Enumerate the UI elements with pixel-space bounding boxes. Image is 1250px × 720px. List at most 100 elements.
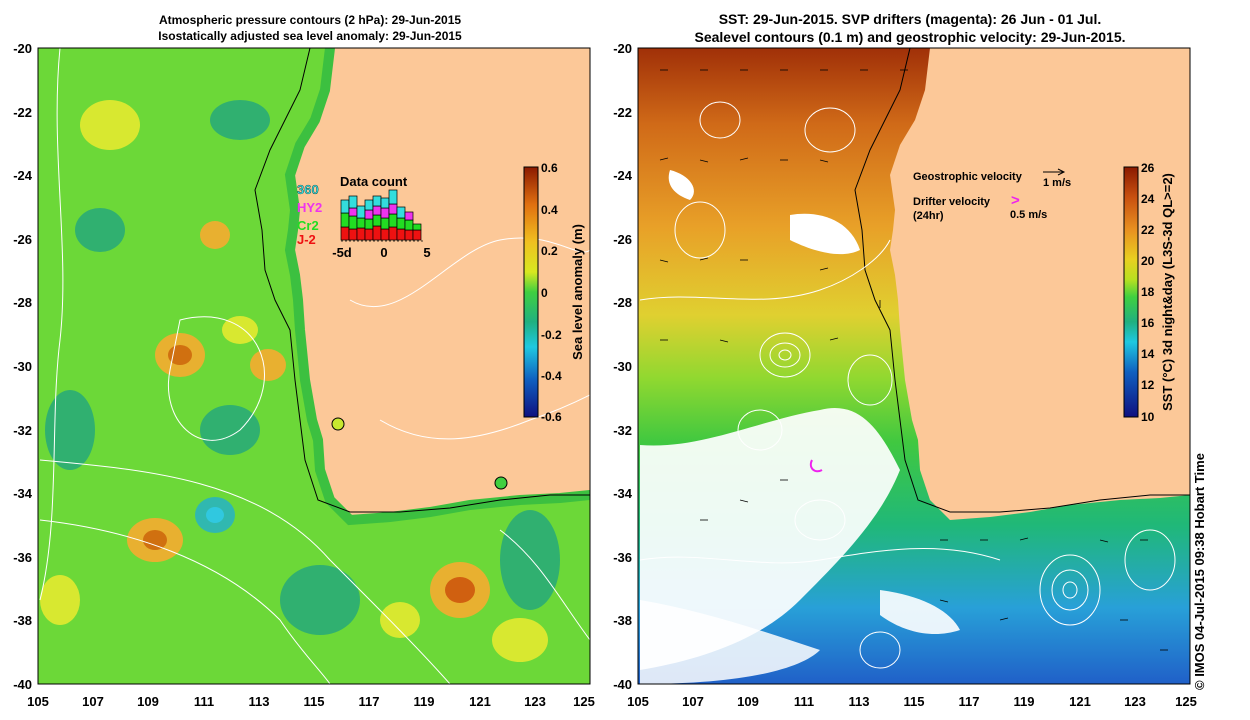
left-lon-tick: 117 [359, 694, 380, 709]
left-lon-tick: 107 [82, 694, 104, 709]
right-lon-tick: 107 [682, 694, 704, 709]
satellite-label-j2: J-2 [297, 232, 316, 247]
right-lat-tick: -36 [613, 550, 632, 565]
right-lon-axis: 105 107 109 111 113 115 117 119 121 123 … [627, 694, 1197, 709]
data-count-xtick: 0 [380, 245, 387, 260]
sla-colorbar-tick: 0.4 [541, 203, 558, 217]
sst-colorbar-tick: 12 [1141, 378, 1155, 392]
right-lon-tick: 117 [959, 694, 980, 709]
drifter-track [809, 459, 823, 473]
left-lat-tick: -28 [13, 295, 32, 310]
right-lon-tick: 105 [627, 694, 649, 709]
satellite-label-hy2: HY2 [297, 200, 322, 215]
left-lon-tick: 119 [414, 694, 435, 709]
satellite-label-360: 360 [297, 182, 319, 197]
drifter-scale-arrow: > [1011, 192, 1020, 209]
velocity-legend: Geostrophic velocity 1 m/s Drifter veloc… [913, 168, 1071, 222]
left-map-frame [37, 47, 591, 685]
data-count-bars [340, 189, 422, 241]
right-lon-tick: 121 [1069, 694, 1091, 709]
sst-colorbar-tick: 22 [1141, 223, 1155, 237]
data-count-xtick: 5 [423, 245, 430, 260]
right-lon-tick: 123 [1124, 694, 1146, 709]
left-map-title: Atmospheric pressure contours (2 hPa): 2… [30, 12, 590, 44]
right-lat-tick: -34 [613, 486, 633, 501]
geostrophic-velocity-label: Geostrophic velocity [913, 171, 1023, 183]
sla-colorbar-tick: 0.2 [541, 244, 558, 258]
left-lat-tick: -20 [13, 41, 32, 56]
left-title-line1: Atmospheric pressure contours (2 hPa): 2… [158, 13, 462, 27]
sla-colorbar-tick: 0 [541, 286, 548, 300]
sst-colorbar-tick: 18 [1141, 285, 1155, 299]
sla-colorbar-tick: -0.6 [541, 410, 562, 424]
left-lon-tick: 123 [524, 694, 546, 709]
right-map-title: SST: 29-Jun-2015. SVP drifters (magenta)… [630, 10, 1190, 46]
left-lat-tick: -30 [13, 359, 32, 374]
right-lat-tick: -32 [613, 423, 632, 438]
right-lat-tick: -38 [613, 613, 632, 628]
left-lon-tick: 109 [137, 694, 159, 709]
right-lat-tick: -24 [613, 168, 633, 183]
right-lat-axis: -20 -22 -24 -26 -28 -30 -32 -34 -36 -38 … [613, 41, 633, 692]
satellite-label-cr2: Cr2 [297, 218, 319, 233]
right-lon-tick: 109 [737, 694, 759, 709]
imos-credit: © IMOS 04-Jul-2015 09:38 Hobart Time [1192, 453, 1207, 690]
sla-field [38, 48, 590, 684]
data-count-xtick: -5d [332, 245, 352, 260]
left-lat-tick: -38 [13, 613, 32, 628]
right-lat-tick: -26 [613, 232, 632, 247]
right-title-line1: SST: 29-Jun-2015. SVP drifters (magenta)… [718, 11, 1102, 27]
right-map-frame [637, 47, 1191, 685]
left-lon-tick: 111 [194, 694, 214, 709]
sst-field [638, 48, 1190, 684]
right-lat-tick: -22 [613, 105, 632, 120]
right-lat-tick: -30 [613, 359, 632, 374]
left-lat-tick: -32 [13, 423, 32, 438]
right-lon-tick: 125 [1175, 694, 1197, 709]
sla-colorbar-tick: 0.6 [541, 161, 558, 175]
right-lon-tick: 113 [849, 694, 870, 709]
right-lon-tick: 119 [1014, 694, 1035, 709]
sst-colorbar-tick: 24 [1141, 192, 1155, 206]
left-lat-tick: -34 [13, 486, 33, 501]
left-lat-tick: -24 [13, 168, 33, 183]
left-lat-tick: -40 [13, 677, 32, 692]
right-lon-tick: 115 [904, 694, 925, 709]
drifter-velocity-sublabel: (24hr) [913, 210, 944, 222]
data-count-title: Data count [340, 174, 408, 189]
left-lon-axis: 105 107 109 111 113 115 117 119 121 123 … [27, 694, 595, 709]
drifter-velocity-label: Drifter velocity [913, 196, 991, 208]
sst-colorbar-label: SST (°C) 3d night&day (L3S-3d QL>=2) [1160, 173, 1175, 411]
sst-colorbar-tick: 10 [1141, 410, 1155, 424]
left-lon-tick: 121 [469, 694, 491, 709]
left-lat-axis: -20 -22 -24 -26 -28 -30 -32 -34 -36 -38 … [13, 41, 33, 692]
left-lon-tick: 125 [573, 694, 595, 709]
sla-colorbar-tick: -0.4 [541, 369, 562, 383]
left-lat-tick: -36 [13, 550, 32, 565]
left-lat-tick: -26 [13, 232, 32, 247]
right-lat-tick: -40 [613, 677, 632, 692]
sst-colorbar-tick: 16 [1141, 316, 1155, 330]
left-lon-tick: 113 [249, 694, 270, 709]
sla-colorbar: 0.6 0.4 0.2 0 -0.2 -0.4 -0.6 Sea level a… [523, 161, 585, 424]
geostrophic-scale-label: 1 m/s [1043, 177, 1071, 189]
left-lon-tick: 115 [304, 694, 325, 709]
right-lat-tick: -20 [613, 41, 632, 56]
sla-colorbar-tick: -0.2 [541, 328, 562, 342]
left-lon-tick: 105 [27, 694, 49, 709]
sla-colorbar-label: Sea level anomaly (m) [570, 224, 585, 360]
left-lat-tick: -22 [13, 105, 32, 120]
left-title-line2: Isostatically adjusted sea level anomaly… [158, 29, 462, 43]
sst-colorbar: 26 24 22 20 18 16 14 12 10 SST (°C) 3d n… [1123, 161, 1175, 424]
drifter-scale-label: 0.5 m/s [1010, 209, 1047, 221]
right-title-line2: Sealevel contours (0.1 m) and geostrophi… [694, 29, 1126, 45]
right-lon-tick: 111 [794, 694, 814, 709]
right-lat-tick: -28 [613, 295, 632, 310]
sst-colorbar-tick: 26 [1141, 161, 1155, 175]
left-map-panel: -20 -22 -24 -26 -28 -30 -32 -34 -36 -38 … [13, 41, 595, 709]
sst-colorbar-tick: 14 [1141, 347, 1155, 361]
right-map-panel: -20 -22 -24 -26 -28 -30 -32 -34 -36 -38 … [613, 41, 1197, 709]
sst-colorbar-tick: 20 [1141, 254, 1155, 268]
data-count-inset: Data count 360 HY2 Cr2 J-2 -5d 0 5 [297, 174, 431, 260]
